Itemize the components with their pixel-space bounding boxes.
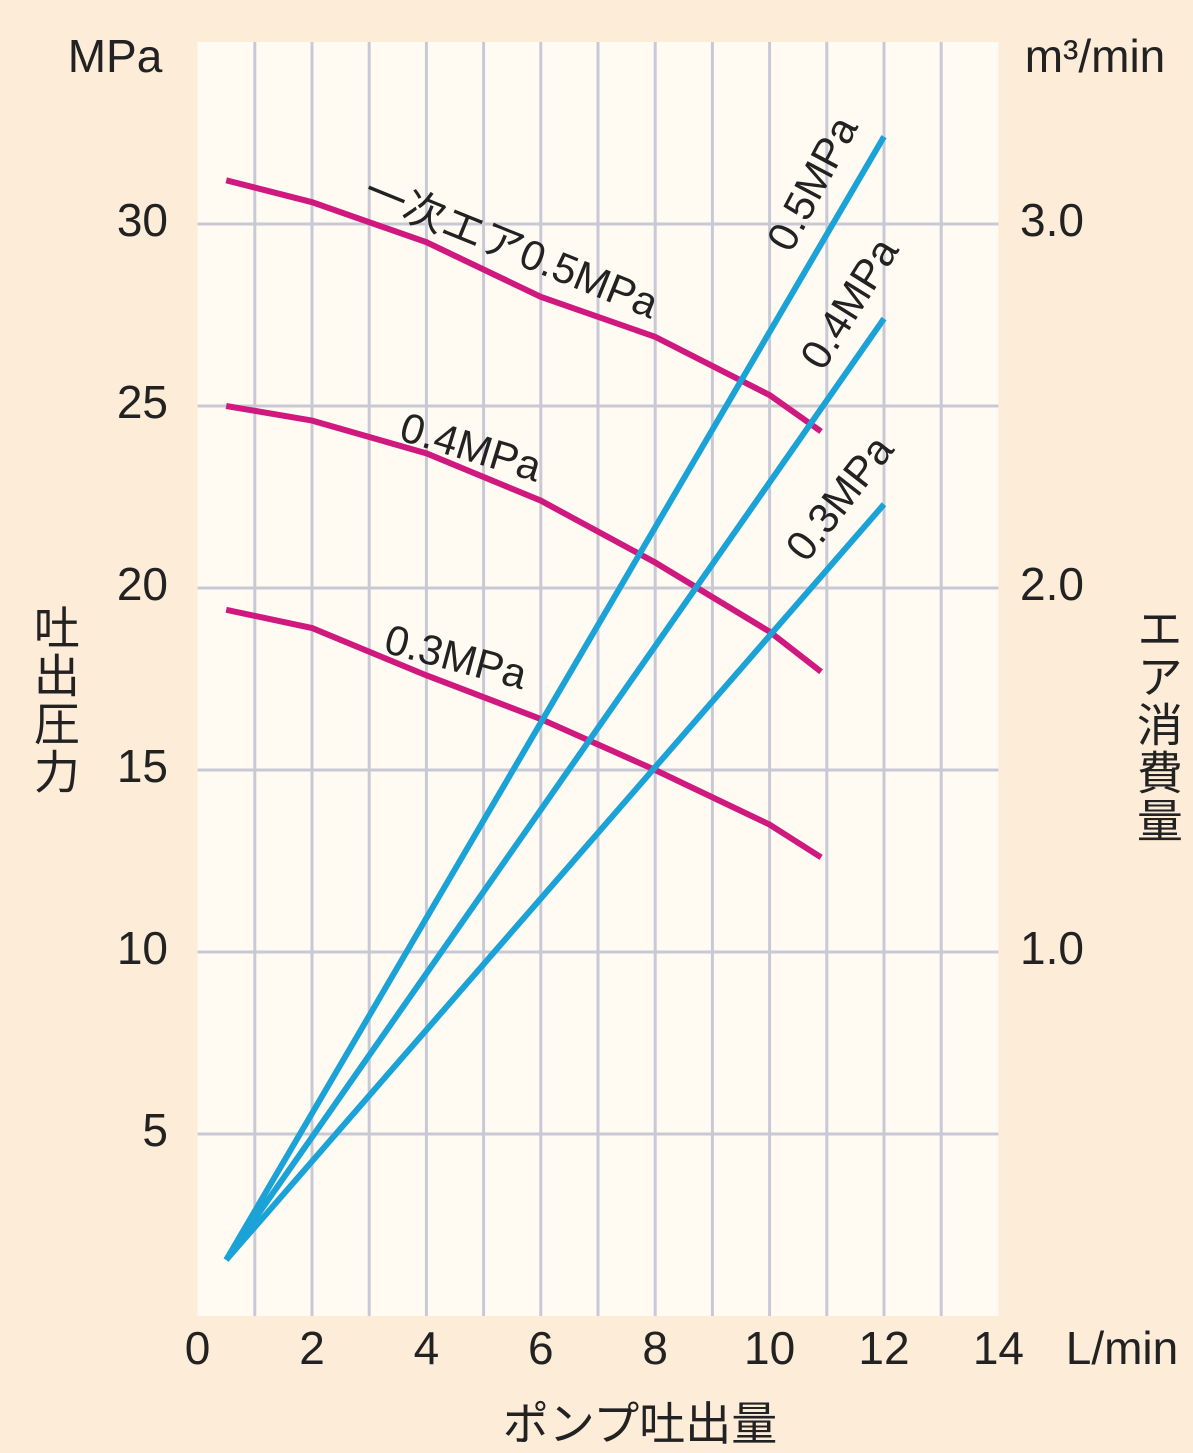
series-line <box>225 177 823 434</box>
y-tick-label: 25 <box>117 376 168 428</box>
y-tick-label: 10 <box>117 922 168 974</box>
x-label: ポンプ吐出量 <box>503 1398 778 1450</box>
y-label: 吐出圧力 <box>28 604 80 796</box>
x-tick-label: 8 <box>642 1322 668 1374</box>
y-tick-label: 5 <box>142 1104 168 1156</box>
x-tick-label: 6 <box>528 1322 554 1374</box>
series-line <box>223 316 887 1262</box>
series-line <box>223 135 887 1262</box>
x-unit: L/min <box>1066 1322 1178 1374</box>
series-line <box>223 502 887 1262</box>
y2-tick-label: 2.0 <box>1020 558 1084 610</box>
x-tick-label: 0 <box>185 1322 211 1374</box>
x-tick-label: 2 <box>299 1322 325 1374</box>
y2-unit: m³/min <box>1025 30 1166 82</box>
y-unit: MPa <box>68 30 163 82</box>
x-tick-label: 12 <box>858 1322 909 1374</box>
y-tick-label: 15 <box>117 740 168 792</box>
y2-label: エア消費量 <box>1131 605 1183 845</box>
y2-tick-label: 3.0 <box>1020 194 1084 246</box>
x-tick-label: 4 <box>414 1322 440 1374</box>
x-tick-label: 14 <box>973 1322 1024 1374</box>
y2-tick-label: 1.0 <box>1020 922 1084 974</box>
y-tick-label: 20 <box>117 558 168 610</box>
y-tick-label: 30 <box>117 194 168 246</box>
x-tick-label: 10 <box>744 1322 795 1374</box>
